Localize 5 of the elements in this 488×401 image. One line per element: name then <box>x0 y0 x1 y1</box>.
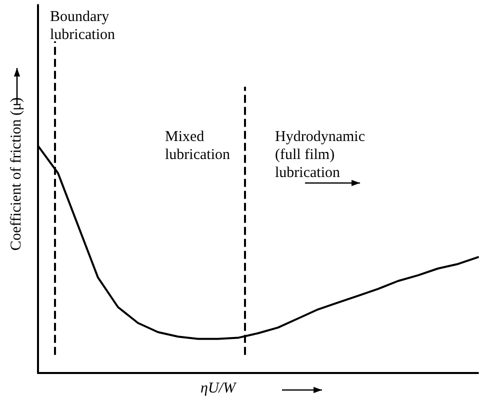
text: Boundary lubrication <box>50 9 116 43</box>
annotation: Mixed lubrication <box>165 129 230 163</box>
x-axis-title: ηU/W <box>200 380 237 396</box>
y-axis-title: Coefficient of friction (μ) <box>8 97 24 251</box>
annotation: Hydrodynamic (full film) lubrication <box>275 129 366 181</box>
